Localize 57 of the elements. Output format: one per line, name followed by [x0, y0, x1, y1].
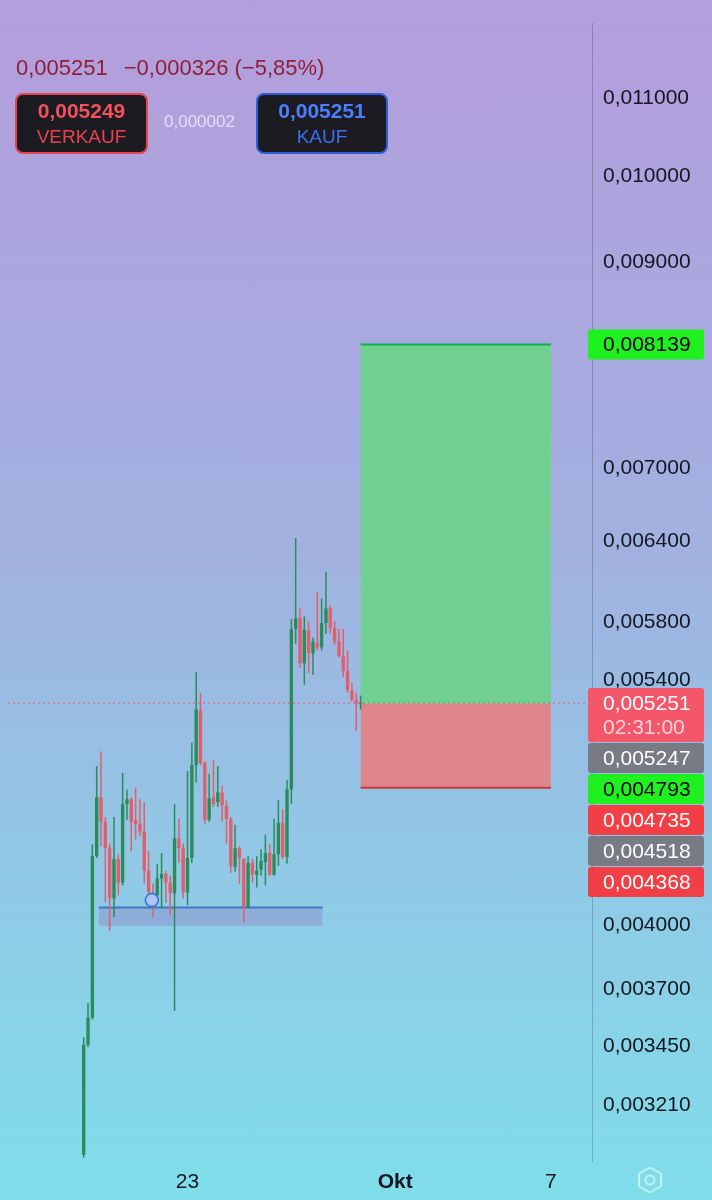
candlestick	[328, 604, 332, 635]
candlestick	[332, 620, 337, 646]
y-tick-label: 0,009000	[603, 249, 691, 273]
candlestick	[324, 571, 328, 635]
ref-line-label: 0,005251 02:31:00	[603, 690, 691, 738]
y-tick-label: 0,005800	[603, 608, 691, 632]
candlestick	[216, 765, 220, 808]
candlestick	[125, 788, 129, 821]
annotation: KAUF	[296, 124, 348, 149]
annotation: 0,005251	[16, 55, 108, 81]
candlestick	[159, 852, 164, 909]
candlestick	[129, 796, 133, 852]
text: 0,004368	[603, 869, 691, 893]
y-tick-label: 0,003450	[603, 1033, 691, 1057]
y-tick-label: 0,010000	[603, 162, 691, 186]
candlestick	[259, 848, 263, 877]
candlestick	[116, 853, 120, 897]
annotation: 0,000002	[164, 112, 235, 131]
text: 0,004518	[603, 838, 691, 862]
candlestick	[311, 636, 315, 676]
candlestick	[133, 786, 138, 841]
y-tick-label: 0,006400	[603, 528, 691, 551]
y-tick-label: 0,003210	[603, 1092, 691, 1116]
x-tick-label: 7	[545, 1169, 557, 1193]
candlestick	[354, 691, 358, 732]
y-tick-label: 0,004000	[603, 912, 691, 936]
annotation: 0,005249	[37, 97, 126, 124]
text: 0,004793	[603, 776, 691, 800]
x-tick-label: 23	[175, 1169, 200, 1193]
candlestick	[224, 799, 229, 845]
candlestick	[337, 628, 341, 659]
text: 0,004735	[603, 807, 691, 831]
text: 0,008139	[603, 332, 691, 356]
y-tick-label: 0,003700	[603, 976, 691, 1000]
candlestick	[263, 833, 268, 887]
candlestick	[220, 784, 224, 823]
candlestick	[233, 824, 237, 873]
candlestick	[268, 843, 272, 877]
y-tick-label: 0,005400	[603, 666, 691, 690]
annotation: −0,000326 (−5,85%)	[123, 55, 325, 81]
y-tick-label: 0,007000	[603, 454, 691, 478]
buy-button: 0,005251 KAUF	[256, 93, 388, 154]
annotation: 0,005251	[278, 97, 366, 124]
candlestick	[207, 773, 211, 823]
x-tick-label: Okt	[377, 1169, 413, 1193]
candlestick	[345, 649, 350, 694]
text: 0,005247	[603, 745, 691, 769]
candlestick	[272, 818, 276, 877]
candlestick	[237, 845, 242, 885]
candlestick	[250, 858, 255, 884]
candlestick	[211, 759, 216, 808]
annotation: VERKAUF	[36, 124, 127, 149]
candlestick	[138, 798, 142, 838]
candlestick	[293, 537, 298, 645]
candlestick	[341, 628, 345, 678]
y-tick-label: 0,011000	[603, 84, 690, 108]
sell-button: 0,005249 VERKAUF	[15, 93, 148, 154]
